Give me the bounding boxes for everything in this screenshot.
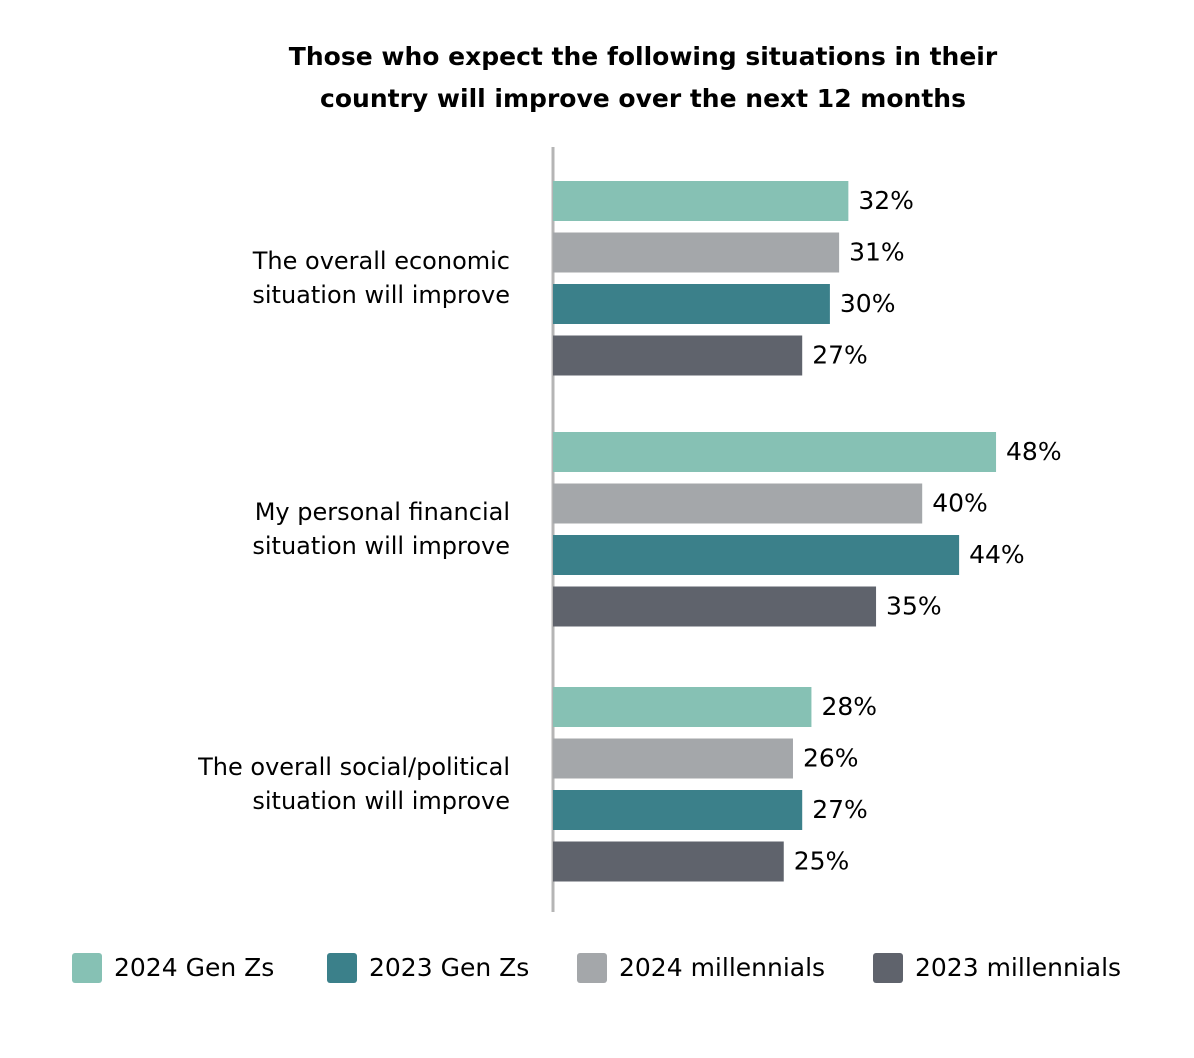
value-label: 31%	[849, 238, 905, 267]
bar	[553, 738, 793, 779]
value-label: 30%	[840, 289, 896, 318]
value-label: 40%	[932, 489, 988, 518]
bar	[553, 687, 812, 727]
value-label: 27%	[812, 341, 868, 370]
legend-label: 2024 Gen Zs	[114, 953, 274, 982]
bar	[553, 790, 803, 830]
legend-label: 2023 Gen Zs	[369, 953, 529, 982]
legend-label: 2023 millennials	[915, 953, 1121, 982]
value-label: 26%	[803, 744, 859, 773]
bar	[553, 181, 849, 221]
bar	[553, 432, 997, 472]
bar	[553, 483, 923, 524]
category-label: My personal financial situation will imp…	[252, 498, 510, 561]
value-label: 32%	[858, 186, 914, 215]
value-label: 25%	[794, 847, 850, 876]
bar	[553, 335, 803, 376]
value-label: 35%	[886, 592, 942, 621]
category-label: The overall social/political situation w…	[198, 753, 510, 816]
value-label: 44%	[969, 540, 1025, 569]
value-label: 48%	[1006, 437, 1062, 466]
bar	[553, 586, 877, 627]
value-label: 27%	[812, 795, 868, 824]
chart-title: Those who expect the following situation…	[288, 42, 998, 113]
bar	[553, 232, 840, 273]
legend-swatch	[873, 953, 903, 983]
bar	[553, 535, 960, 575]
category-label: The overall economic situation will impr…	[252, 247, 510, 310]
bar	[553, 284, 830, 324]
bar	[553, 841, 784, 882]
legend-swatch	[72, 953, 102, 983]
value-label: 28%	[821, 692, 877, 721]
legend-label: 2024 millennials	[619, 953, 825, 982]
legend-swatch	[327, 953, 357, 983]
legend-swatch	[577, 953, 607, 983]
